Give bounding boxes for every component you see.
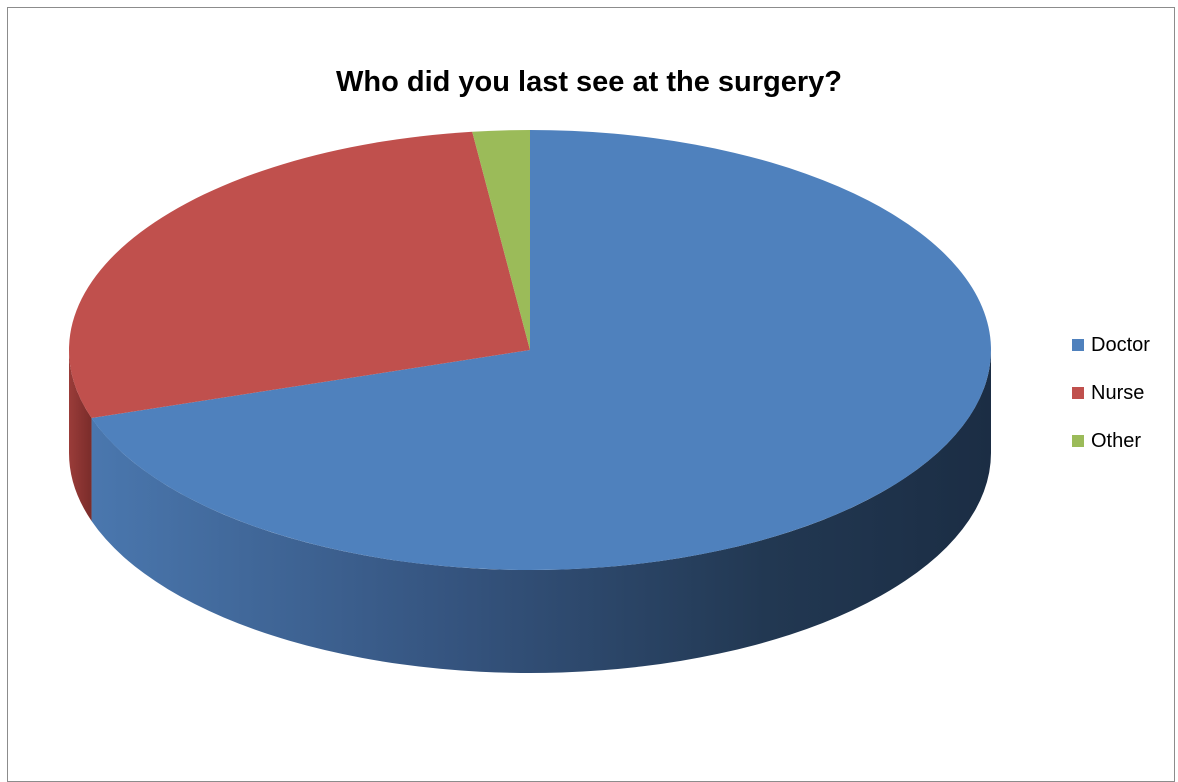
- legend-label-doctor: Doctor: [1091, 333, 1150, 356]
- legend-swatch-other: [1072, 435, 1084, 447]
- pie-slice-nurse: [68, 131, 531, 418]
- legend-swatch-nurse: [1072, 387, 1084, 399]
- pie-slice-doctor: [91, 130, 991, 571]
- legend-label-nurse: Nurse: [1091, 381, 1145, 404]
- legend-item-doctor: Doctor: [1072, 333, 1150, 357]
- legend-item-nurse: Nurse: [1072, 381, 1150, 405]
- pie-slice-other: [472, 130, 530, 350]
- pie-side-nurse: [69, 350, 92, 521]
- pie-slices: [68, 130, 991, 571]
- chart-title: Who did you last see at the surgery?: [336, 66, 842, 98]
- legend: Doctor Nurse Other: [1072, 333, 1150, 477]
- pie-side-doctor: [91, 350, 991, 674]
- legend-swatch-doctor: [1072, 339, 1084, 351]
- pie-sides: [69, 350, 991, 674]
- legend-label-other: Other: [1091, 429, 1142, 452]
- legend-item-other: Other: [1072, 429, 1150, 453]
